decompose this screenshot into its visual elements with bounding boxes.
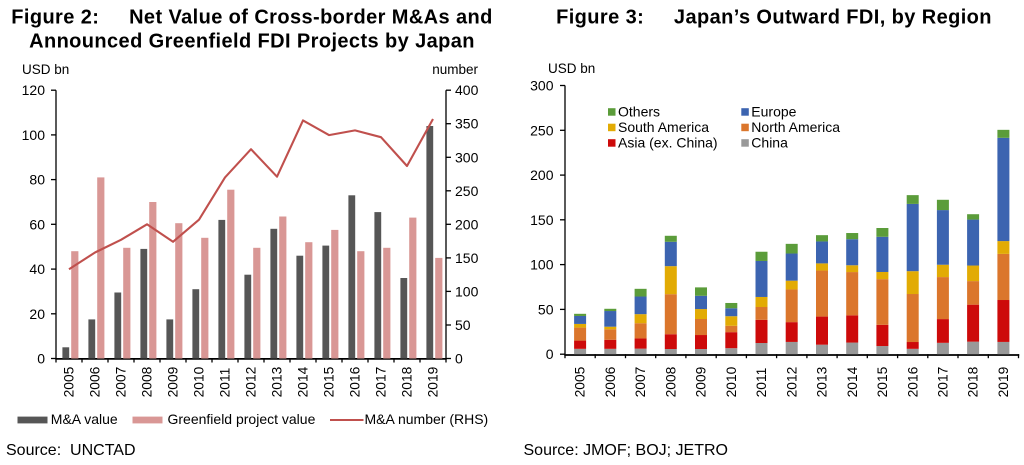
svg-text:250: 250 bbox=[530, 122, 554, 138]
svg-text:2017: 2017 bbox=[936, 367, 951, 398]
svg-text:number: number bbox=[432, 62, 478, 77]
svg-text:M&A number (RHS): M&A number (RHS) bbox=[365, 411, 489, 427]
svg-text:100: 100 bbox=[22, 127, 46, 143]
svg-text:100: 100 bbox=[455, 283, 479, 299]
svg-text:2012: 2012 bbox=[244, 367, 259, 398]
svg-text:2010: 2010 bbox=[724, 366, 739, 397]
svg-text:2015: 2015 bbox=[875, 366, 890, 397]
svg-text:150: 150 bbox=[455, 250, 479, 266]
svg-text:USD bn: USD bn bbox=[22, 62, 69, 77]
svg-text:400: 400 bbox=[455, 82, 479, 98]
svg-text:300: 300 bbox=[455, 149, 479, 165]
svg-text:120: 120 bbox=[22, 82, 46, 98]
svg-text:60: 60 bbox=[29, 216, 45, 232]
svg-text:200: 200 bbox=[530, 167, 554, 183]
svg-text:2009: 2009 bbox=[166, 366, 181, 397]
svg-text:North America: North America bbox=[751, 119, 840, 135]
svg-text:Figure 3: Japan’s Outward: Figure 3: Japan’s Outward FDI, by Region bbox=[556, 7, 992, 29]
svg-text:350: 350 bbox=[455, 116, 479, 132]
svg-text:Source: UNCTAD: Source: UNCTAD bbox=[6, 442, 136, 459]
svg-text:200: 200 bbox=[455, 216, 479, 232]
svg-text:2014: 2014 bbox=[296, 366, 311, 397]
svg-text:300: 300 bbox=[530, 78, 554, 94]
svg-text:150: 150 bbox=[530, 212, 554, 228]
svg-text:2005: 2005 bbox=[62, 366, 77, 397]
svg-text:USD bn: USD bn bbox=[548, 61, 595, 76]
svg-text:Asia (ex. China): Asia (ex. China) bbox=[618, 134, 718, 150]
svg-text:2013: 2013 bbox=[270, 366, 285, 397]
svg-text:2018: 2018 bbox=[966, 366, 981, 397]
svg-text:China: China bbox=[751, 134, 788, 150]
svg-text:2019: 2019 bbox=[426, 366, 441, 397]
svg-text:2014: 2014 bbox=[845, 366, 860, 397]
svg-text:2009: 2009 bbox=[694, 366, 709, 397]
svg-text:2005: 2005 bbox=[573, 366, 588, 397]
svg-text:2006: 2006 bbox=[603, 366, 618, 397]
svg-text:250: 250 bbox=[455, 183, 479, 199]
svg-text:40: 40 bbox=[29, 261, 45, 277]
svg-text:2010: 2010 bbox=[192, 366, 207, 397]
svg-text:100: 100 bbox=[530, 257, 554, 273]
svg-text:Source: JMOF; BOJ; JETRO: Source: JMOF; BOJ; JETRO bbox=[524, 442, 728, 459]
svg-text:Europe: Europe bbox=[751, 103, 796, 119]
svg-text:0: 0 bbox=[37, 351, 45, 367]
svg-text:2008: 2008 bbox=[140, 366, 155, 397]
svg-text:2012: 2012 bbox=[784, 367, 799, 398]
svg-text:20: 20 bbox=[29, 306, 45, 322]
svg-text:0: 0 bbox=[455, 351, 463, 367]
svg-text:2018: 2018 bbox=[400, 366, 415, 397]
svg-text:Announced Greenfield FDI Proje: Announced Greenfield FDI Projects by Jap… bbox=[29, 30, 475, 52]
svg-text:Greenfield project value: Greenfield project value bbox=[168, 411, 316, 427]
svg-text:2011: 2011 bbox=[218, 368, 233, 398]
svg-text:80: 80 bbox=[29, 172, 45, 188]
svg-text:Others: Others bbox=[618, 103, 660, 119]
svg-text:2016: 2016 bbox=[348, 366, 363, 397]
svg-text:2006: 2006 bbox=[88, 366, 103, 397]
svg-text:2013: 2013 bbox=[815, 366, 830, 397]
svg-text:2017: 2017 bbox=[374, 367, 389, 398]
svg-text:M&A value: M&A value bbox=[51, 411, 118, 427]
svg-text:2007: 2007 bbox=[633, 367, 648, 398]
svg-text:South America: South America bbox=[618, 119, 709, 135]
svg-text:0: 0 bbox=[546, 346, 554, 362]
svg-text:2016: 2016 bbox=[905, 366, 920, 397]
svg-text:50: 50 bbox=[455, 317, 471, 333]
svg-text:2015: 2015 bbox=[322, 366, 337, 397]
svg-text:2019: 2019 bbox=[996, 366, 1011, 397]
svg-text:Figure 2: Net Value of Cro: Figure 2: Net Value of Cross-border M&As… bbox=[11, 7, 493, 29]
svg-text:2007: 2007 bbox=[114, 367, 129, 398]
svg-text:2011: 2011 bbox=[754, 368, 769, 398]
svg-text:50: 50 bbox=[538, 301, 554, 317]
svg-text:2008: 2008 bbox=[663, 366, 678, 397]
